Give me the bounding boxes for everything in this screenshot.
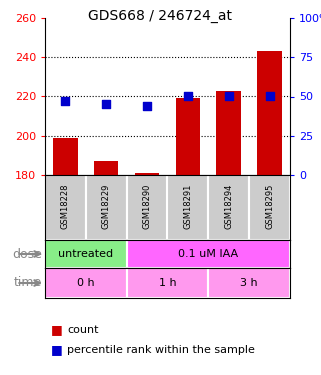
Text: dose: dose: [12, 248, 42, 261]
Text: count: count: [67, 325, 99, 335]
Text: untreated: untreated: [58, 249, 113, 259]
Bar: [216, 91, 241, 175]
Bar: [168, 175, 208, 240]
Bar: [53, 138, 78, 175]
Point: [104, 101, 109, 107]
Text: GSM18229: GSM18229: [102, 183, 111, 229]
Bar: [86, 175, 127, 240]
Bar: [176, 99, 200, 175]
Point: [226, 93, 231, 99]
Bar: [127, 268, 208, 298]
Text: ■: ■: [51, 324, 63, 336]
Text: time: time: [13, 276, 42, 290]
Text: 3 h: 3 h: [240, 278, 258, 288]
Text: 0 h: 0 h: [77, 278, 95, 288]
Bar: [249, 175, 290, 240]
Text: 1 h: 1 h: [159, 278, 176, 288]
Bar: [208, 175, 249, 240]
Point: [185, 93, 190, 99]
Text: GSM18294: GSM18294: [224, 183, 233, 229]
Point: [267, 93, 272, 99]
Bar: [135, 173, 159, 175]
Text: GSM18295: GSM18295: [265, 183, 274, 229]
Bar: [45, 240, 127, 268]
Text: GDS668 / 246724_at: GDS668 / 246724_at: [89, 9, 232, 23]
Text: GSM18228: GSM18228: [61, 183, 70, 229]
Point: [144, 103, 150, 109]
Text: GSM18290: GSM18290: [143, 183, 152, 229]
Bar: [45, 268, 127, 298]
Point: [63, 98, 68, 104]
Text: GSM18291: GSM18291: [183, 183, 192, 229]
Bar: [94, 161, 118, 175]
Text: ■: ■: [51, 344, 63, 357]
Text: percentile rank within the sample: percentile rank within the sample: [67, 345, 255, 355]
Bar: [208, 268, 290, 298]
Bar: [127, 175, 168, 240]
Text: 0.1 uM IAA: 0.1 uM IAA: [178, 249, 239, 259]
Bar: [45, 175, 86, 240]
Bar: [127, 240, 290, 268]
Bar: [257, 51, 282, 175]
